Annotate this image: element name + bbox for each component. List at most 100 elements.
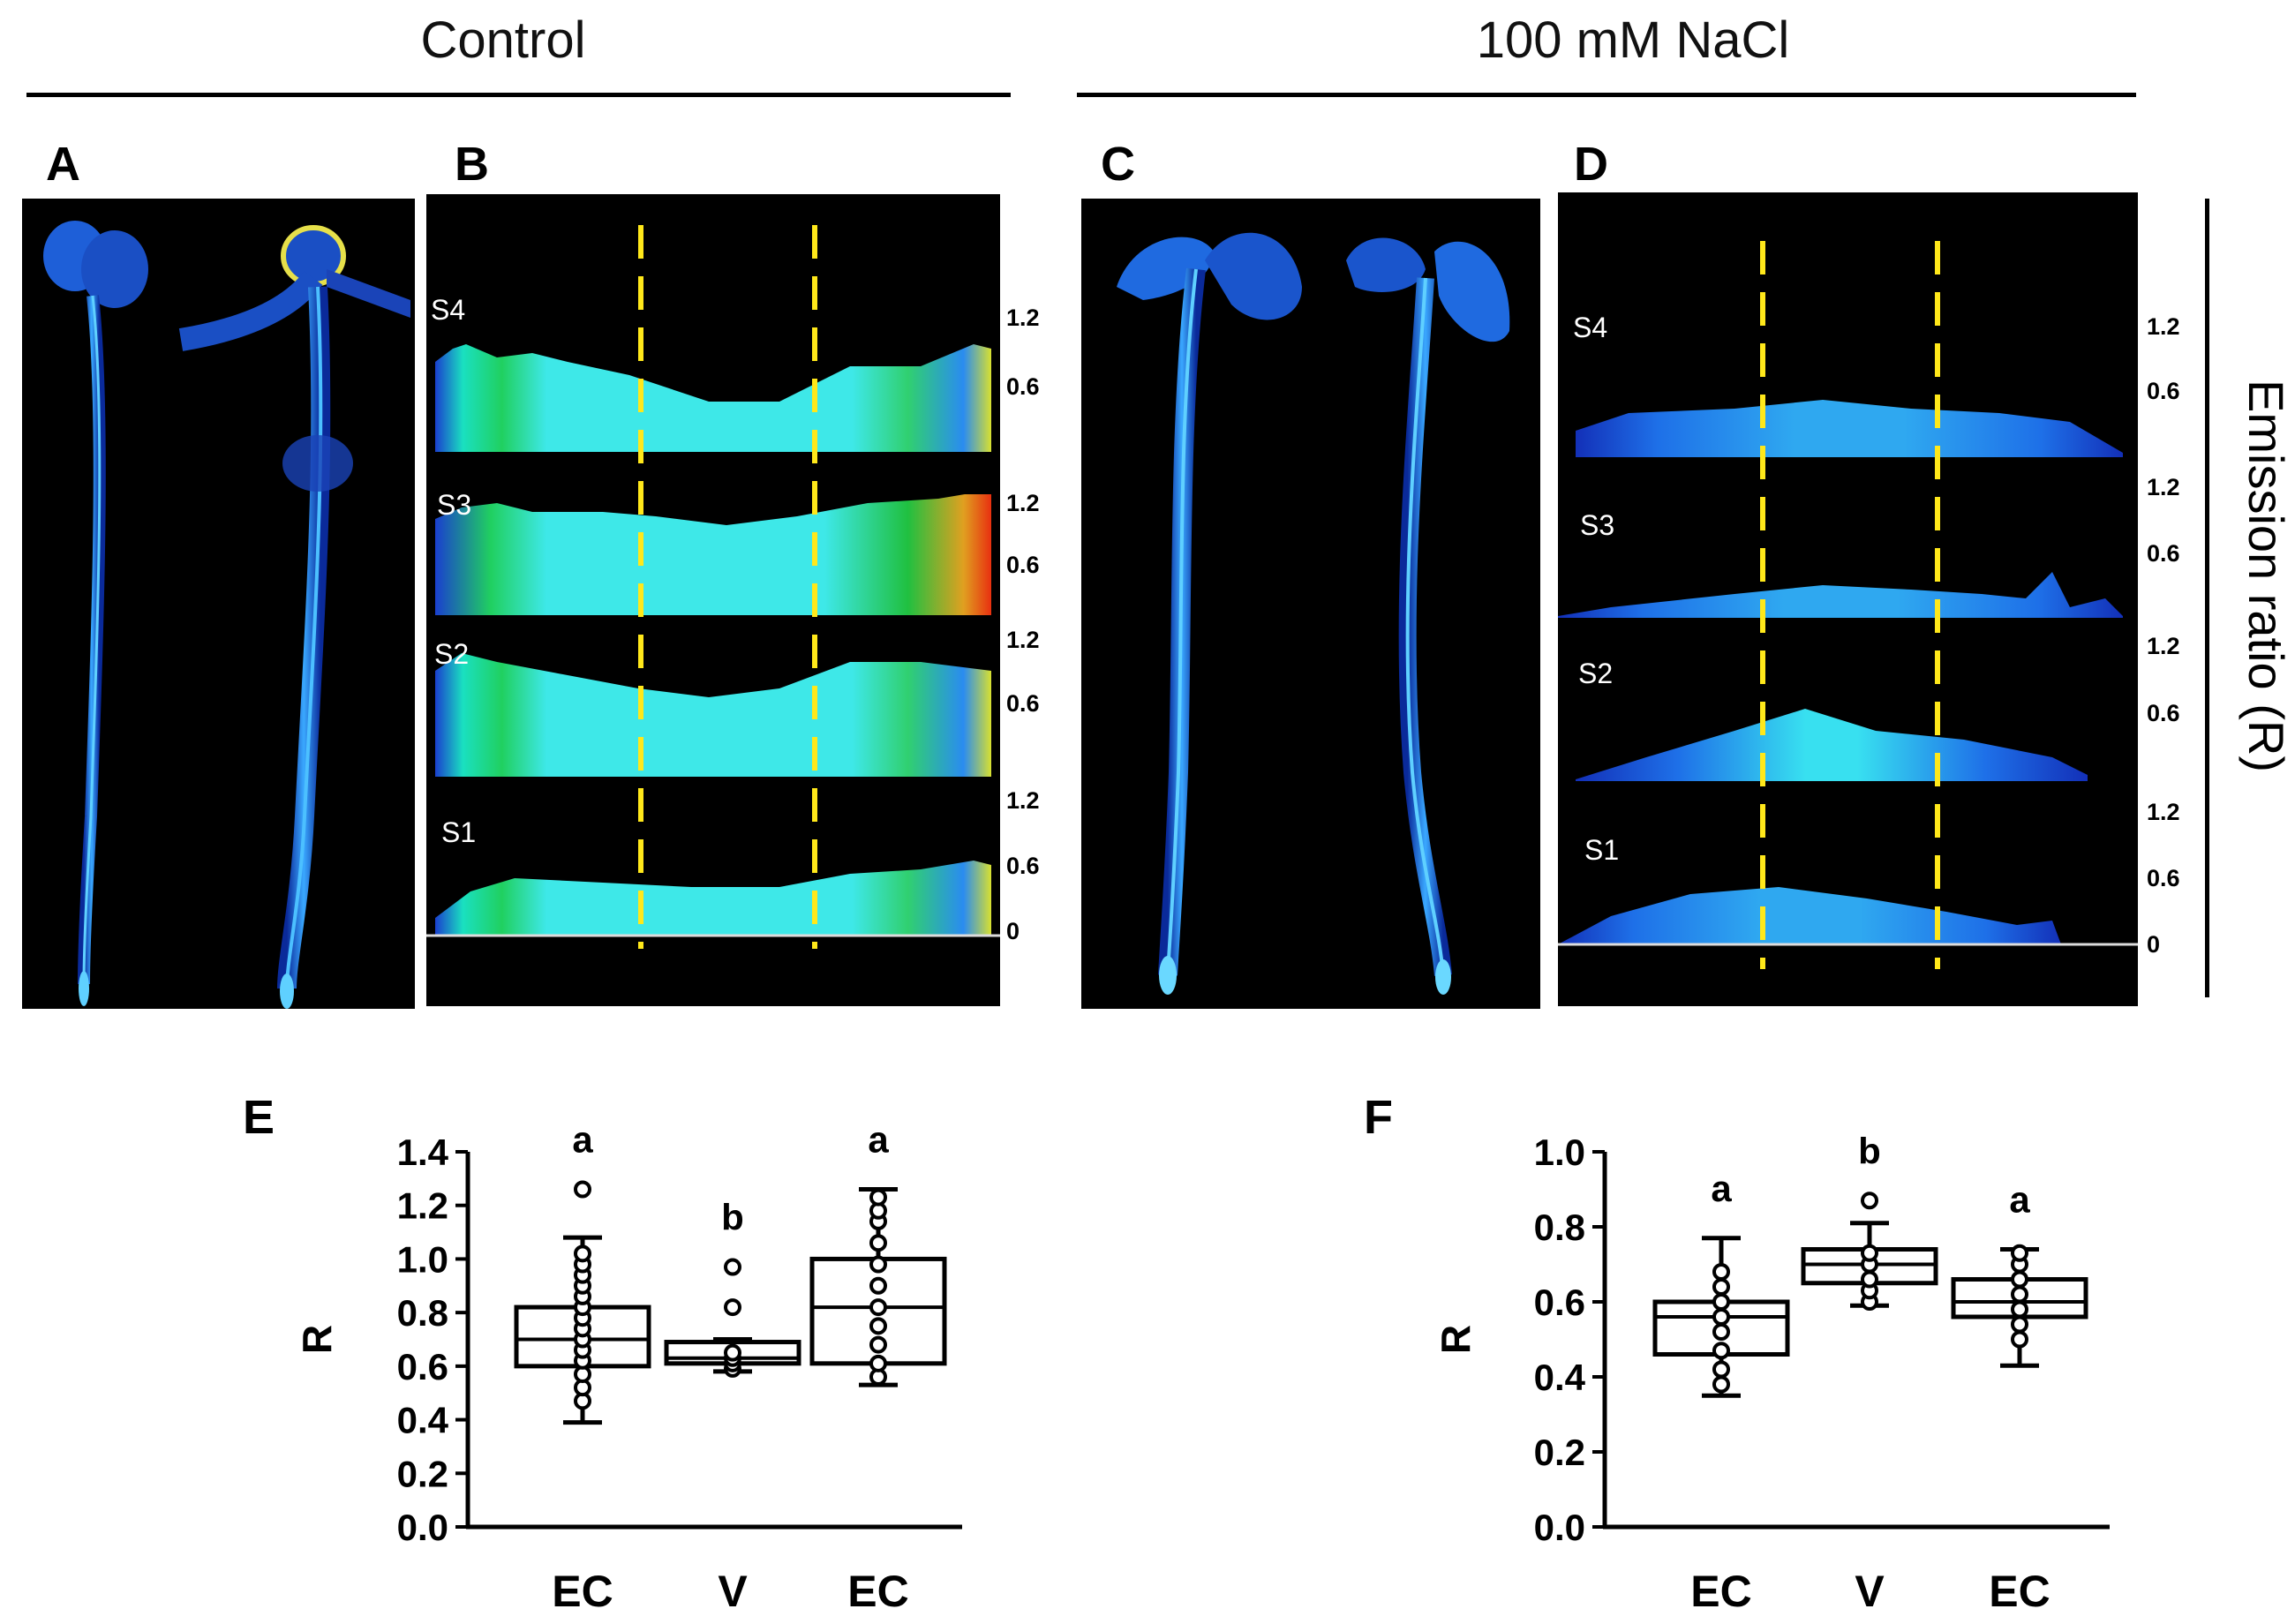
data-point [2011, 1244, 2028, 1262]
significance-letter: b [721, 1197, 744, 1238]
profile-tick-label: 1.2 [2147, 799, 2180, 825]
significance-letter: a [2009, 1179, 2030, 1221]
profile-tick-label: 1.2 [1006, 787, 1040, 814]
data-point [574, 1244, 591, 1263]
seedling-image-nacl [1081, 199, 1540, 1009]
y-tick-label: 0.8 [397, 1292, 448, 1334]
profile-tick-label: 1.2 [1006, 627, 1040, 653]
data-point [869, 1255, 887, 1274]
segment-label: S3 [1580, 509, 1615, 541]
segment-label: S2 [1578, 658, 1614, 689]
emission-ratio-label: Emission ratio (R) [2239, 380, 2294, 772]
data-point [724, 1258, 741, 1276]
data-point [1861, 1244, 1878, 1262]
nacl-title: 100 mM NaCl [1476, 11, 1790, 69]
y-axis-label: R [1433, 1325, 1479, 1354]
profile-tick-label: 0.6 [1006, 853, 1040, 879]
data-point [869, 1188, 887, 1207]
data-point [574, 1180, 591, 1199]
panel-label-b: B [455, 138, 489, 191]
data-point [1712, 1308, 1730, 1326]
segment-label: S1 [1584, 834, 1620, 866]
data-point [1712, 1375, 1730, 1394]
data-point [724, 1343, 741, 1362]
category-label: EC [1989, 1567, 2050, 1616]
emission-rule [2205, 199, 2209, 997]
profile-tick-label: 0.6 [2147, 700, 2180, 726]
seedling-image-control [22, 199, 415, 1009]
segment-label: S4 [1573, 312, 1608, 343]
y-tick-label: 0.2 [1534, 1432, 1585, 1473]
data-point [869, 1298, 887, 1317]
profile-panel-control [426, 194, 1000, 1006]
y-tick-label: 0.6 [1534, 1282, 1585, 1323]
data-point [1712, 1342, 1730, 1360]
profile-tick-label: 1.2 [2147, 313, 2180, 340]
y-tick-label: 0.4 [397, 1400, 449, 1441]
control-title: Control [420, 11, 586, 69]
data-point [869, 1276, 887, 1295]
profile-tick-label: 0.6 [1006, 373, 1040, 400]
profile-tick-label: 0.6 [2147, 865, 2180, 891]
segment-label: S1 [441, 816, 477, 848]
data-point [2011, 1285, 2028, 1304]
y-tick-label: 1.2 [397, 1185, 448, 1227]
y-tick-label: 0.2 [397, 1453, 448, 1494]
profile-tick-label: 1.2 [1006, 304, 1040, 331]
profile-plots-control [426, 225, 1000, 949]
profile-tick-label: 0.6 [1006, 552, 1040, 578]
segment-label: S2 [434, 638, 470, 670]
data-point [869, 1234, 887, 1252]
panel-label-f: F [1364, 1091, 1393, 1144]
significance-letter: a [868, 1119, 889, 1161]
panel-label-e: E [243, 1091, 275, 1144]
data-point [2011, 1315, 2028, 1334]
nacl-rule [1077, 93, 2136, 97]
significance-letter: a [1711, 1168, 1732, 1209]
data-point [724, 1298, 741, 1317]
y-tick-label: 1.0 [1534, 1132, 1585, 1173]
profile-panel-nacl [1558, 192, 2138, 1006]
profile-tick-label: 0 [2147, 931, 2161, 958]
seedling-illustration-control [43, 221, 410, 1009]
y-tick-label: 0.8 [1534, 1207, 1585, 1248]
seedling-illustration-nacl [1117, 232, 1510, 995]
data-point [2011, 1270, 2028, 1289]
y-tick-label: 0.0 [1534, 1507, 1585, 1548]
y-tick-label: 1.0 [397, 1238, 448, 1280]
segment-label: S4 [431, 294, 466, 326]
profile-tick-label: 0.6 [2147, 378, 2180, 404]
box-plot-e: 0.0 0.2 0.4 0.6 0.8 1.0 1.2 1.4 R EC a Vb EC a [294, 1119, 962, 1616]
profile-tick-label: 1.2 [2147, 474, 2180, 500]
profile-tick-label: 0 [1006, 918, 1020, 944]
data-point [1861, 1192, 1878, 1210]
control-rule [26, 93, 1011, 97]
y-tick-label: 0.6 [397, 1346, 448, 1387]
data-point [869, 1354, 887, 1372]
data-point [1712, 1293, 1730, 1311]
panel-label-c: C [1101, 138, 1135, 191]
profile-tick-label: 0.6 [1006, 690, 1040, 717]
data-point [2011, 1300, 2028, 1319]
category-label: V [718, 1567, 748, 1616]
significance-letter: b [1858, 1130, 1881, 1171]
y-tick-label: 0.4 [1534, 1357, 1586, 1398]
data-point [869, 1335, 887, 1354]
category-label: EC [1690, 1567, 1751, 1616]
data-point [1712, 1263, 1730, 1281]
data-point [869, 1317, 887, 1335]
category-label: EC [552, 1567, 613, 1616]
data-point [1861, 1270, 1878, 1289]
profile-tick-label: 1.2 [2147, 633, 2180, 659]
segment-label: S3 [437, 489, 472, 521]
data-point [2011, 1330, 2028, 1349]
panel-label-d: D [1574, 138, 1608, 191]
panel-label-a: A [46, 138, 80, 191]
data-point [1712, 1360, 1730, 1379]
data-point [1712, 1323, 1730, 1341]
category-label: V [1855, 1567, 1885, 1616]
box-plot-f: 0.0 0.2 0.4 0.6 0.8 1.0 R EC a Vb EC a [1433, 1130, 2110, 1616]
data-point [1712, 1278, 1730, 1296]
profile-tick-label: 0.6 [2147, 540, 2180, 567]
y-tick-label: 1.4 [397, 1132, 449, 1173]
